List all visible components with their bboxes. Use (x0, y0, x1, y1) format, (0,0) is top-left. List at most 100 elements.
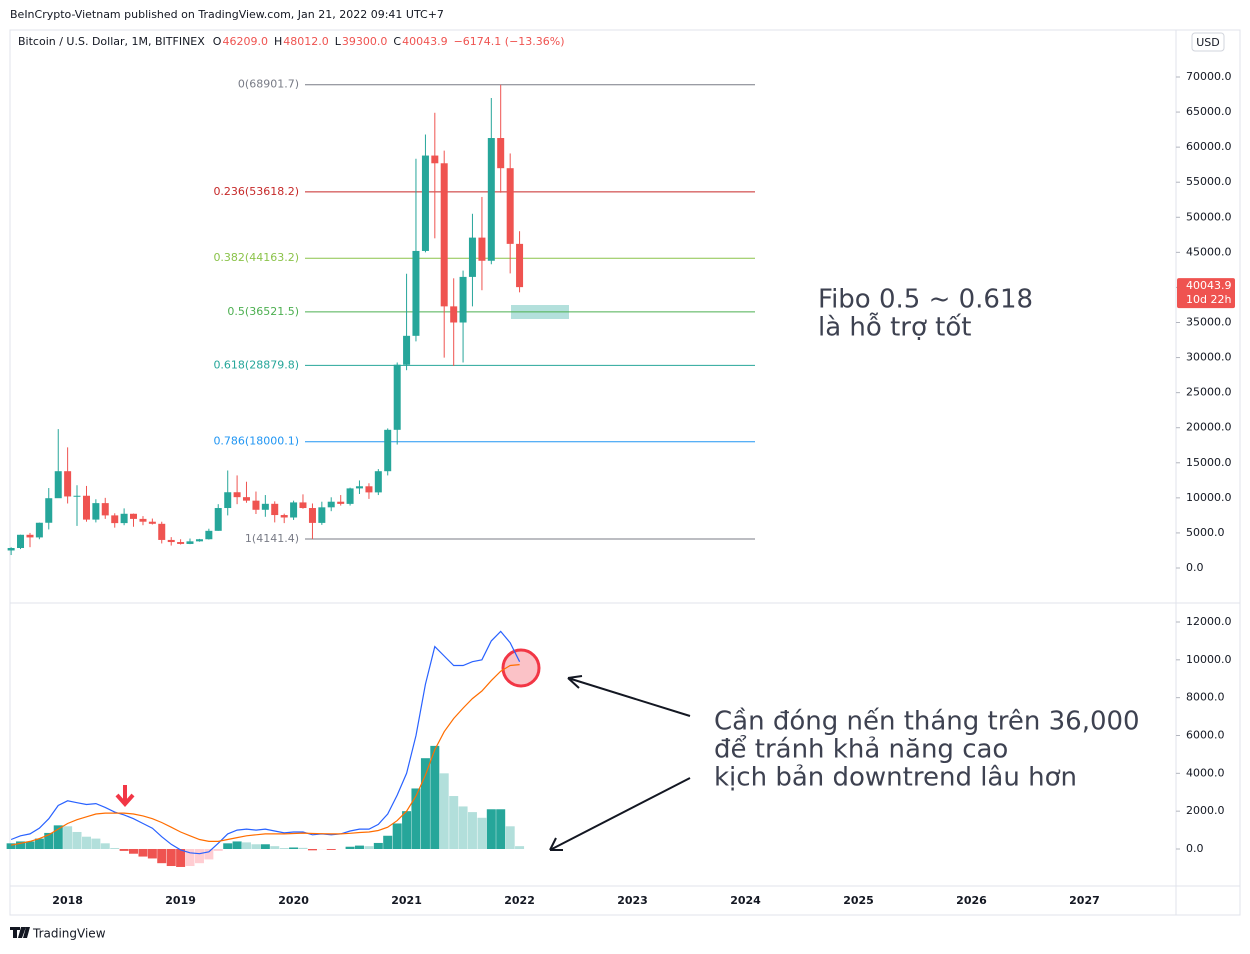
y-tick-label: 30000.0 (1186, 351, 1232, 364)
candle-body (64, 471, 71, 496)
y-tick-label: 45000.0 (1186, 245, 1232, 258)
x-tick-label: 2024 (730, 894, 761, 907)
note: Fibo 0.5 ~ 0.618 (818, 285, 1033, 315)
candle-body (365, 486, 372, 492)
y-tick-label: 25000.0 (1186, 386, 1232, 399)
y-tick-label: 10000.0 (1186, 653, 1232, 666)
legend-change: −6174.1 (−13.36%) (454, 35, 565, 48)
candle-body (347, 488, 354, 504)
fib-label: 0.236(53618.2) (213, 185, 299, 198)
histogram-bar (298, 848, 307, 849)
y-tick-label: 55000.0 (1186, 175, 1232, 188)
candle-body (177, 542, 184, 544)
note: kịch bản downtrend lâu hơn (714, 763, 1077, 793)
histogram-bar (72, 832, 81, 849)
candle-body (149, 522, 156, 524)
y-tick-label: 50000.0 (1186, 210, 1232, 223)
candle-body (8, 548, 15, 550)
histogram-bar (440, 773, 449, 849)
histogram-bar (515, 846, 524, 849)
y-tick-label: 0.0 (1186, 561, 1204, 574)
y-tick-label: 5000.0 (1186, 526, 1225, 539)
histogram-bar (459, 806, 468, 849)
histogram-bar (261, 844, 270, 849)
y-tick-label: 70000.0 (1186, 70, 1232, 83)
histogram-bar (214, 849, 223, 851)
candle-body (92, 503, 99, 519)
histogram-bar (120, 849, 129, 851)
histogram-bar (280, 848, 289, 849)
candle-body (196, 539, 203, 541)
y-tick-label: 65000.0 (1186, 105, 1232, 118)
candle-body (384, 430, 391, 471)
highlight-circle (503, 650, 539, 686)
fib-label: 1(4141.4) (245, 532, 299, 545)
candle-body (507, 168, 514, 244)
candle-body (469, 238, 476, 277)
histogram-bar (129, 849, 138, 854)
fib-label: 0.382(44163.2) (213, 251, 299, 264)
legend-value: 46209.0 (222, 35, 268, 48)
histogram-bar (496, 809, 505, 849)
candle-body (26, 535, 33, 538)
x-tick-label: 2019 (165, 894, 196, 907)
histogram-bar (167, 849, 176, 866)
note: để tránh khả năng cao (714, 734, 1008, 765)
candle-body (224, 492, 231, 508)
candle-body (497, 138, 504, 168)
y-tick-label: 60000.0 (1186, 140, 1232, 153)
histogram-bar (195, 849, 204, 863)
arrow (568, 676, 690, 716)
candle-body (83, 496, 90, 520)
histogram-bar (138, 849, 147, 857)
histogram-bar (308, 849, 317, 850)
candle-body (111, 515, 118, 523)
fib-label: 0.786(18000.1) (213, 435, 299, 448)
candle-body (290, 502, 297, 517)
note: là hỗ trợ tốt (818, 312, 971, 343)
histogram-bar (468, 812, 477, 849)
candle-body (45, 498, 52, 523)
red-arrow (117, 785, 133, 804)
y-tick-label: 4000.0 (1186, 766, 1225, 779)
currency: USD (1196, 36, 1220, 49)
candle-body (375, 471, 382, 492)
histogram-bar (411, 788, 420, 849)
histogram-bar (270, 846, 279, 849)
candle-body (271, 504, 278, 515)
histogram-bar (393, 823, 402, 849)
last-price: 40043.9 (1186, 279, 1232, 292)
histogram-bar (327, 849, 336, 850)
y-tick-label: 0.0 (1186, 842, 1204, 855)
candle-body (158, 524, 165, 540)
fib-label: 0.5(36521.5) (227, 305, 299, 318)
fib-label: 0(68901.7) (238, 78, 299, 91)
histogram-bar (506, 826, 515, 849)
candle-body (412, 251, 419, 336)
candle-body (121, 514, 128, 523)
candle-body (318, 507, 325, 523)
x-tick-label: 2023 (617, 894, 648, 907)
note: Cần đóng nến tháng trên 36,000 (714, 707, 1140, 737)
candle-body (309, 508, 316, 523)
histogram-bar (148, 849, 157, 858)
candle-body (186, 541, 193, 544)
footer: TradingView (32, 927, 106, 941)
candle-body (488, 138, 495, 261)
histogram-bar (251, 844, 260, 849)
y-tick-label: 15000.0 (1186, 456, 1232, 469)
candle-body (460, 277, 467, 323)
histogram-bar (364, 846, 373, 849)
candle-body (328, 502, 335, 508)
logo (10, 927, 30, 938)
candle-body (17, 535, 24, 548)
candle-body (403, 336, 410, 365)
y-tick-label: 6000.0 (1186, 728, 1225, 741)
candle-body (394, 365, 401, 430)
candle-body (55, 471, 62, 498)
candle-body (130, 514, 137, 519)
histogram-bar (346, 847, 355, 849)
